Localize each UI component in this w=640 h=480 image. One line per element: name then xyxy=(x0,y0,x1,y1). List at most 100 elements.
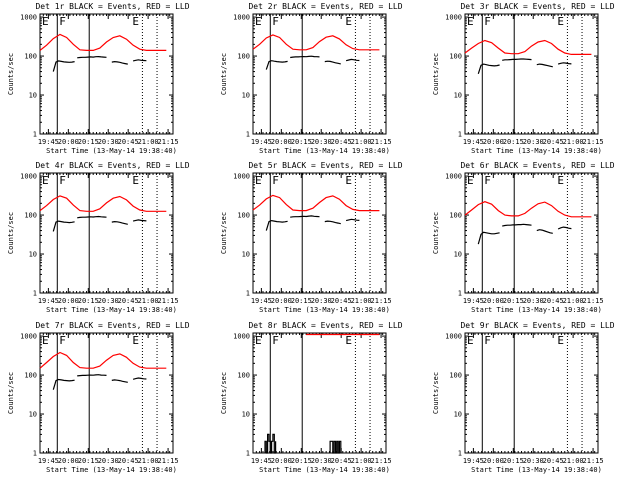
events-series-line xyxy=(477,231,500,245)
x-tick-label: 21:00 xyxy=(138,138,159,146)
y-tick-label: 1000 xyxy=(20,333,37,341)
x-axis-label: Start Time (13-May-14 19:38:40) xyxy=(46,147,177,155)
events-series-line xyxy=(52,378,75,390)
marker-letter-e: E xyxy=(132,334,139,347)
plot-frame xyxy=(464,332,599,454)
y-tick-label: 1000 xyxy=(233,333,250,341)
y-tick-label: 100 xyxy=(449,212,462,220)
y-tick-label: 10 xyxy=(29,92,37,100)
events-series-line xyxy=(132,59,147,62)
x-axis-label: Start Time (13-May-14 19:38:40) xyxy=(471,306,602,314)
x-tick-label: 20:45 xyxy=(543,297,564,305)
lld-series-line xyxy=(252,34,380,51)
x-tick-label: 21:15 xyxy=(158,138,179,146)
x-tick-label: 21:00 xyxy=(563,297,584,305)
y-tick-label: 100 xyxy=(237,212,250,220)
plot-frame xyxy=(39,332,174,454)
marker-letter-e: E xyxy=(557,15,564,28)
panel-title: Det 3r BLACK = Events, RED = LLD xyxy=(460,2,614,11)
x-tick-label: 20:45 xyxy=(543,138,564,146)
x-tick-label: 20:15 xyxy=(78,297,99,305)
y-axis-label: Counts/sec xyxy=(220,53,228,95)
plot-frame xyxy=(252,13,387,135)
panel-title: Det 6r BLACK = Events, RED = LLD xyxy=(460,161,614,170)
x-tick-label: 21:00 xyxy=(351,297,372,305)
events-series-line xyxy=(290,215,320,218)
marker-letter-e: E xyxy=(467,334,474,347)
panel-title: Det 2r BLACK = Events, RED = LLD xyxy=(248,2,402,11)
marker-letter-e: E xyxy=(557,334,564,347)
marker-letter-e: E xyxy=(42,174,49,187)
events-series-line xyxy=(52,60,75,72)
marker-letter-f: F xyxy=(484,15,491,28)
x-tick-label: 20:00 xyxy=(58,457,79,465)
x-tick-label: 20:15 xyxy=(503,297,524,305)
y-tick-label: 1 xyxy=(246,290,250,298)
events-series-line xyxy=(502,58,532,61)
panel-title: Det 7r BLACK = Events, RED = LLD xyxy=(35,321,189,330)
x-tick-label: 20:45 xyxy=(118,138,139,146)
events-series-line xyxy=(557,226,572,230)
events-series-line xyxy=(111,60,128,65)
events-series-line xyxy=(111,379,128,383)
panel-title: Det 8r BLACK = Events, RED = LLD xyxy=(248,321,402,330)
y-axis-label: Counts/sec xyxy=(7,53,15,95)
detector-panel-6: Det 6r BLACK = Events, RED = LLD 1 10 100 10… xyxy=(432,161,615,314)
y-tick-label: 1 xyxy=(33,131,37,139)
panel-title: Det 1r BLACK = Events, RED = LLD xyxy=(35,2,189,11)
plot-frame xyxy=(464,13,599,135)
y-tick-label: 1 xyxy=(458,290,462,298)
y-tick-label: 1 xyxy=(33,450,37,458)
marker-letter-e: E xyxy=(467,15,474,28)
x-tick-label: 20:15 xyxy=(291,138,312,146)
panel-title: Det 5r BLACK = Events, RED = LLD xyxy=(248,161,402,170)
detector-panel-8: Det 8r BLACK = Events, RED = LLD 1 10 100 10… xyxy=(220,321,403,474)
y-tick-label: 10 xyxy=(454,251,462,259)
x-tick-label: 20:30 xyxy=(523,297,544,305)
y-tick-label: 10 xyxy=(242,251,250,259)
lld-series-line xyxy=(464,201,592,218)
y-tick-label: 1 xyxy=(458,450,462,458)
events-series-line xyxy=(324,220,341,225)
x-tick-label: 20:45 xyxy=(118,297,139,305)
marker-letter-e: E xyxy=(42,334,49,347)
x-tick-label: 21:00 xyxy=(351,138,372,146)
detector-panel-2: Det 2r BLACK = Events, RED = LLD 1 10 100 10… xyxy=(220,2,403,155)
y-tick-label: 1000 xyxy=(20,173,37,181)
marker-letter-e: E xyxy=(132,174,139,187)
x-tick-label: 20:00 xyxy=(483,457,504,465)
marker-letter-f: F xyxy=(484,174,491,187)
events-series-line xyxy=(557,62,572,65)
x-tick-label: 21:00 xyxy=(138,297,159,305)
y-tick-label: 10 xyxy=(454,411,462,419)
marker-letter-f: F xyxy=(272,334,279,347)
y-tick-label: 10 xyxy=(29,251,37,259)
x-tick-label: 21:15 xyxy=(371,138,392,146)
panel-title: Det 9r BLACK = Events, RED = LLD xyxy=(460,321,614,330)
x-tick-label: 19:45 xyxy=(38,457,59,465)
x-tick-label: 20:30 xyxy=(523,457,544,465)
plot-frame xyxy=(252,172,387,294)
events-series-line xyxy=(52,220,75,232)
y-axis-label: Counts/sec xyxy=(432,53,440,95)
x-tick-label: 19:45 xyxy=(463,138,484,146)
y-tick-label: 100 xyxy=(24,372,37,380)
marker-letter-e: E xyxy=(467,174,474,187)
x-tick-label: 20:30 xyxy=(98,297,119,305)
x-axis-label: Start Time (13-May-14 19:38:40) xyxy=(46,306,177,314)
x-tick-label: 20:15 xyxy=(291,297,312,305)
y-axis-label: Counts/sec xyxy=(432,372,440,414)
x-tick-label: 19:45 xyxy=(463,297,484,305)
x-tick-label: 20:45 xyxy=(118,457,139,465)
x-tick-label: 20:15 xyxy=(503,457,524,465)
marker-letter-e: E xyxy=(42,15,49,28)
marker-letter-e: E xyxy=(132,15,139,28)
y-axis-label: Counts/sec xyxy=(7,212,15,254)
events-series-line xyxy=(290,55,320,59)
y-tick-label: 10 xyxy=(454,92,462,100)
x-tick-label: 20:45 xyxy=(331,138,352,146)
x-axis-label: Start Time (13-May-14 19:38:40) xyxy=(471,147,602,155)
y-tick-label: 1000 xyxy=(233,14,250,22)
marker-letter-f: F xyxy=(272,15,279,28)
events-series-line xyxy=(536,63,553,68)
